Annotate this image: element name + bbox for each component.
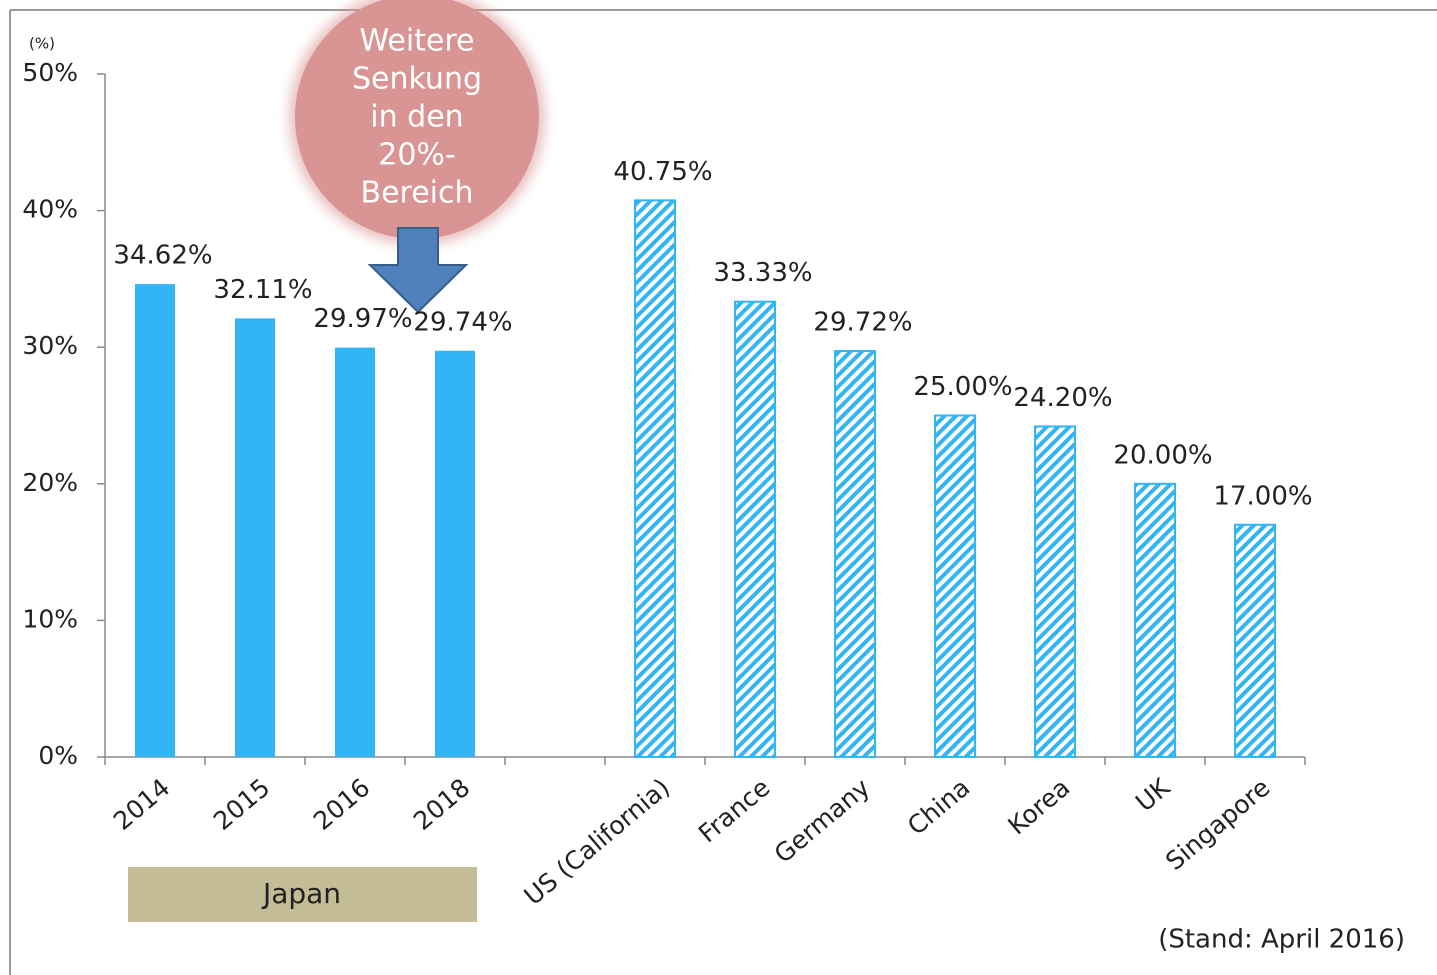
value-label: 40.75% [613,157,712,187]
value-label: 25.00% [913,372,1012,402]
value-label: 34.62% [113,241,212,271]
y-unit: (%) [29,35,55,53]
annotation-text: Bereich [360,176,473,211]
x-tick-label: Korea [1002,773,1075,841]
y-tick-label: 0% [38,741,78,770]
x-tick-label: UK [1130,772,1176,817]
bar [335,347,375,757]
bar [1134,482,1176,758]
bar [435,350,475,757]
group-label: Japan [261,877,341,910]
x-tick-label: China [902,773,975,841]
bar [1034,425,1076,758]
bar [235,318,275,757]
x-tick-label: 2016 [308,773,375,836]
y-tick-label: 20% [22,468,78,497]
x-tick-label: US (California) [519,773,676,911]
annotation-text: in den [370,100,463,135]
value-label: 29.97% [313,304,412,334]
x-tick-label: 2015 [208,773,275,836]
annotation-text: Weitere [359,24,474,59]
y-tick-label: 40% [22,195,78,224]
x-tick-label: Germany [769,773,876,869]
x-tick-label: 2018 [408,773,475,836]
bar [834,350,876,758]
bar [1234,523,1276,759]
value-label: 24.20% [1013,383,1112,413]
value-label: 17.00% [1213,481,1312,511]
bar [734,300,776,758]
bar [634,199,676,759]
x-tick-label: Singapore [1160,773,1275,876]
group-box [128,867,477,922]
value-label: 20.00% [1113,440,1212,470]
value-label: 32.11% [213,275,312,305]
bar [135,284,175,757]
y-tick-label: 30% [22,331,78,360]
annotation-text: Senkung [352,62,482,97]
x-tick-label: France [693,773,775,849]
value-label: 29.72% [813,308,912,338]
annotation-text: 20%- [378,138,456,173]
bar [934,414,976,758]
value-label: 29.74% [413,307,512,337]
value-label: 33.33% [713,258,812,288]
arrow [367,227,469,314]
bubble [295,0,539,239]
y-tick-label: 10% [22,604,78,633]
footnote: (Stand: April 2016) [1158,925,1405,955]
x-tick-label: 2014 [108,773,175,836]
y-tick-label: 50% [22,58,78,87]
